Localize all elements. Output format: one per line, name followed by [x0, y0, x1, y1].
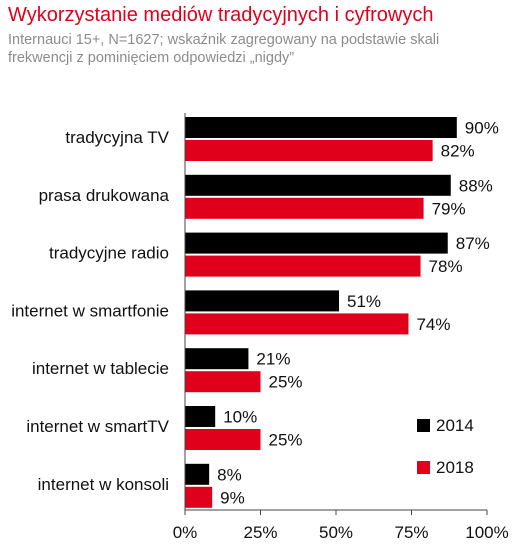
category-label: internet w smartfonie: [11, 301, 169, 320]
bar-2018: [185, 429, 261, 450]
legend-label: 2018: [436, 458, 474, 477]
bar-2014: [185, 232, 448, 254]
x-tick-label: 75%: [394, 523, 428, 542]
data-label: 78%: [429, 257, 463, 276]
bar-2018: [185, 486, 213, 508]
data-label: 79%: [432, 199, 466, 218]
chart-subtitle: Internauci 15+, N=1627; wskaźnik zagrego…: [8, 32, 440, 66]
data-label: 88%: [459, 176, 493, 195]
category-label: internet w tablecie: [32, 359, 169, 378]
legend-swatch-2014: [417, 419, 430, 432]
bar-2018: [185, 255, 421, 277]
category-label: internet w konsoli: [38, 475, 169, 494]
data-label: 74%: [416, 315, 450, 334]
bar-2014: [185, 406, 216, 427]
data-label: 25%: [269, 373, 303, 392]
data-label: 90%: [465, 119, 499, 138]
data-label: 8%: [217, 465, 242, 484]
x-tick-label: 50%: [319, 523, 353, 542]
bar-2018: [185, 371, 261, 393]
data-label: 25%: [269, 431, 303, 450]
category-label: internet w smartTV: [26, 417, 169, 436]
data-label: 82%: [441, 142, 475, 161]
data-label: 87%: [456, 234, 490, 253]
x-tick-label: 0%: [173, 523, 198, 542]
bar-2014: [185, 174, 451, 196]
bar-2018: [185, 197, 424, 219]
data-label: 9%: [220, 488, 245, 507]
legend-label: 2014: [436, 416, 474, 435]
category-label: tradycyjne radio: [49, 244, 169, 263]
category-label: tradycyjna TV: [65, 128, 169, 147]
x-tick-label: 25%: [243, 523, 277, 542]
bar-2014: [185, 117, 457, 138]
data-label: 21%: [256, 350, 290, 369]
category-label: prasa drukowana: [39, 186, 170, 205]
data-label: 10%: [223, 408, 257, 427]
data-label: 51%: [347, 292, 381, 311]
x-tick-label: 100%: [465, 523, 508, 542]
bar-2018: [185, 313, 409, 335]
bar-2014: [185, 463, 210, 485]
bar-2014: [185, 348, 249, 370]
legend-swatch-2018: [417, 461, 430, 474]
bar-2014: [185, 290, 340, 312]
bar-2018: [185, 140, 433, 161]
chart-title: Wykorzystanie mediów tradycyjnych i cyfr…: [8, 4, 434, 26]
